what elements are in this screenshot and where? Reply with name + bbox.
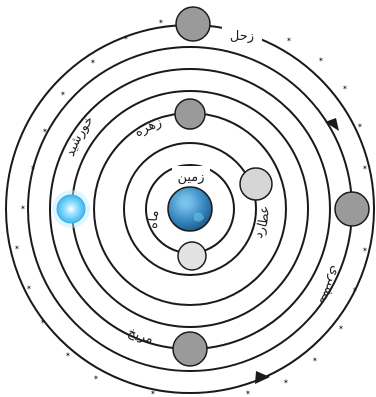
svg-text:✶: ✶ bbox=[338, 324, 344, 332]
svg-text:✶: ✶ bbox=[342, 84, 348, 92]
label-sun: خورشید bbox=[63, 113, 97, 158]
svg-text:✶: ✶ bbox=[158, 18, 164, 26]
svg-text:✶: ✶ bbox=[40, 318, 46, 326]
svg-text:✶: ✶ bbox=[283, 378, 289, 386]
earth bbox=[167, 186, 213, 232]
label-mars: مریخ bbox=[126, 325, 155, 347]
orbits bbox=[5, 24, 375, 394]
jupiter bbox=[334, 191, 370, 227]
svg-text:✶: ✶ bbox=[26, 284, 32, 292]
direction-arrows bbox=[255, 118, 339, 384]
saturn bbox=[175, 6, 211, 42]
label-earth: زمین bbox=[177, 170, 204, 185]
arrow-saturn-orbit bbox=[255, 371, 270, 384]
svg-text:✶: ✶ bbox=[312, 356, 318, 364]
svg-text:✶: ✶ bbox=[60, 90, 66, 98]
svg-text:✶: ✶ bbox=[318, 56, 324, 64]
svg-text:✶: ✶ bbox=[14, 244, 20, 252]
moon bbox=[177, 241, 207, 271]
venus bbox=[174, 98, 206, 130]
svg-text:✶: ✶ bbox=[286, 36, 292, 44]
orbit-mercury bbox=[123, 142, 257, 276]
svg-text:✶: ✶ bbox=[362, 164, 368, 172]
svg-text:✶: ✶ bbox=[245, 389, 251, 397]
label-saturn: زحل bbox=[230, 29, 254, 44]
svg-text:✶: ✶ bbox=[362, 246, 368, 254]
svg-text:✶: ✶ bbox=[20, 204, 26, 212]
svg-text:✶: ✶ bbox=[357, 122, 363, 130]
svg-text:✶: ✶ bbox=[123, 34, 129, 42]
sun bbox=[52, 190, 90, 228]
svg-text:✶: ✶ bbox=[65, 351, 71, 359]
label-moon: ماه bbox=[146, 209, 163, 230]
svg-text:✶: ✶ bbox=[150, 389, 156, 397]
mars bbox=[172, 331, 208, 367]
label-backgrounds bbox=[172, 24, 262, 184]
label-venus: زهره bbox=[132, 115, 164, 140]
svg-text:✶: ✶ bbox=[42, 127, 48, 135]
arrow-jupiter-orbit bbox=[325, 118, 339, 131]
label-jupiter: مشتری bbox=[316, 264, 344, 307]
svg-text:✶: ✶ bbox=[93, 374, 99, 382]
mercury bbox=[239, 167, 273, 201]
svg-text:✶: ✶ bbox=[90, 58, 96, 66]
